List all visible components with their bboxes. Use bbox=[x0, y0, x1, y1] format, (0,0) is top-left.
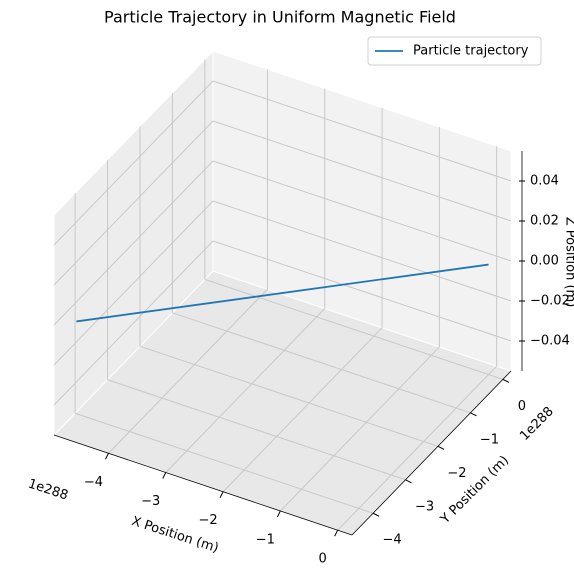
grid-line bbox=[212, 160, 512, 262]
x-tick-label: −2 bbox=[198, 513, 217, 528]
x-tick-label: −3 bbox=[141, 494, 160, 509]
x-tick-label: −1 bbox=[256, 532, 275, 547]
chart-title: Particle Trajectory in Uniform Magnetic … bbox=[104, 8, 456, 27]
x-tick bbox=[334, 529, 339, 537]
y-tick bbox=[372, 512, 380, 517]
y-tick-label: −3 bbox=[415, 499, 434, 514]
grid-line bbox=[212, 240, 512, 342]
grid-line bbox=[108, 288, 268, 454]
grid-line bbox=[107, 379, 406, 481]
y-tick-label: −1 bbox=[480, 432, 499, 447]
grid-line bbox=[222, 327, 383, 493]
grid-line bbox=[212, 80, 512, 182]
z-tick-label: 0.02 bbox=[530, 214, 559, 229]
y-tick-label: 0 bbox=[518, 399, 526, 414]
z-axis-label: Z Position (m) bbox=[563, 217, 574, 308]
grid-line bbox=[280, 346, 440, 512]
grid-line bbox=[337, 365, 498, 531]
z-tick-label: 0.04 bbox=[530, 174, 559, 189]
grid-line bbox=[53, 160, 214, 326]
grid-line bbox=[53, 200, 214, 366]
x-tick-label: −4 bbox=[84, 475, 103, 490]
grid-line bbox=[139, 345, 439, 447]
z-tick-label: −0.04 bbox=[530, 334, 570, 349]
grid-line bbox=[53, 80, 214, 246]
y-tick bbox=[470, 412, 477, 417]
z-tick-label: 0.00 bbox=[530, 254, 559, 269]
y-tick bbox=[437, 445, 445, 450]
x-tick bbox=[276, 510, 281, 518]
x-tick bbox=[104, 453, 109, 460]
grid-line bbox=[53, 240, 214, 406]
y-tick-label: −2 bbox=[447, 466, 466, 481]
y-axis-line bbox=[351, 370, 512, 536]
legend-label: Particle trajectory bbox=[413, 44, 529, 59]
y-tick bbox=[405, 479, 412, 484]
grid-line bbox=[172, 312, 471, 414]
grid-line bbox=[212, 120, 512, 222]
x-tick-label: 0 bbox=[319, 552, 327, 567]
y-tick-label: −4 bbox=[383, 533, 402, 548]
grid-line bbox=[53, 120, 214, 286]
trajectory-line bbox=[76, 263, 489, 323]
grid-line bbox=[74, 412, 374, 514]
x-tick bbox=[219, 491, 224, 498]
y-tick bbox=[502, 378, 510, 383]
grid-line bbox=[212, 200, 512, 302]
legend-box bbox=[367, 36, 542, 66]
z-tick-label: −0.02 bbox=[530, 294, 570, 309]
x-axis-line bbox=[53, 434, 353, 536]
x-tick bbox=[162, 472, 167, 479]
grid-line bbox=[165, 308, 326, 473]
